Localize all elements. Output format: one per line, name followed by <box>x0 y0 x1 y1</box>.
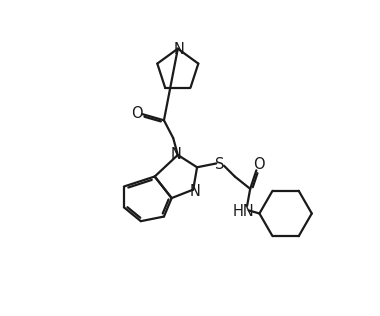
Text: O: O <box>253 157 264 172</box>
Text: N: N <box>171 147 182 162</box>
Text: N: N <box>189 184 200 199</box>
Text: S: S <box>215 157 225 172</box>
Text: N: N <box>173 42 184 57</box>
Text: HN: HN <box>233 204 254 219</box>
Text: O: O <box>131 106 143 121</box>
